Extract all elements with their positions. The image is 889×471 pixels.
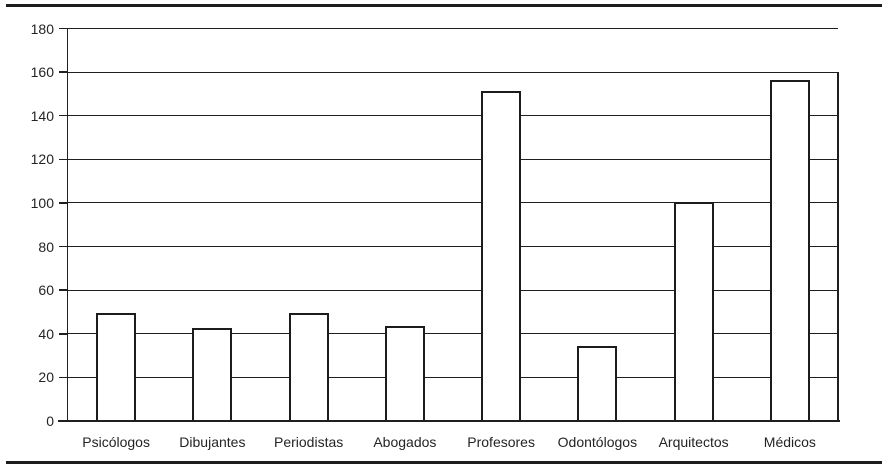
bar-arquitectos (673, 201, 714, 422)
y-tick-label-0: 0 (46, 413, 54, 429)
y-tick-160 (59, 71, 68, 73)
x-category-label-medicos: Médicos (763, 434, 816, 450)
x-category-label-periodistas: Periodistas (273, 434, 344, 450)
gridline-80 (68, 246, 838, 248)
gridline-20 (68, 376, 838, 378)
gridline-160 (68, 71, 838, 73)
gridline-60 (68, 289, 838, 291)
x-category-label-odontologos: Odontólogos (557, 434, 638, 450)
x-axis-line (58, 420, 840, 422)
bar-dibujantes (192, 328, 233, 422)
bar-medicos (769, 79, 810, 422)
plot-right-border (837, 72, 839, 422)
bar-abogados (384, 326, 425, 422)
y-axis-line (66, 27, 69, 422)
y-tick-label-40: 40 (38, 325, 54, 342)
y-tick-100 (59, 202, 68, 204)
x-category-label-profesores: Profesores (467, 434, 535, 450)
bar-periodistas (288, 313, 329, 422)
x-category-label-abogados: Abogados (373, 434, 437, 450)
y-tick-label-80: 80 (38, 238, 54, 255)
y-tick-label-160: 160 (30, 64, 54, 81)
gridline-180 (68, 28, 838, 29)
gridline-120 (68, 158, 838, 160)
y-tick-label-120: 120 (30, 151, 54, 168)
x-category-label-dibujantes: Dibujantes (179, 434, 246, 450)
top-rule (6, 4, 882, 7)
gridline-100 (68, 202, 838, 204)
y-tick-80 (59, 245, 68, 248)
y-tick-label-100: 100 (30, 194, 54, 211)
y-tick-label-180: 180 (30, 20, 54, 37)
y-tick-60 (59, 289, 68, 291)
bar-odontologos (577, 345, 618, 422)
bar-psicologos (96, 313, 137, 422)
y-tick-label-60: 60 (38, 282, 54, 299)
x-category-label-arquitectos: Arquitectos (658, 434, 729, 450)
gridline-140 (68, 115, 838, 117)
gridline-40 (68, 333, 838, 335)
y-tick-40 (59, 333, 68, 335)
y-tick-20 (59, 376, 68, 379)
y-tick-180 (59, 27, 68, 30)
bar-profesores (481, 90, 522, 422)
y-tick-label-20: 20 (38, 369, 54, 386)
bottom-rule (6, 461, 882, 464)
x-category-label-psicologos: Psicólogos (82, 434, 150, 450)
y-tick-label-140: 140 (30, 107, 54, 124)
y-tick-140 (59, 114, 68, 117)
y-tick-120 (59, 158, 68, 161)
